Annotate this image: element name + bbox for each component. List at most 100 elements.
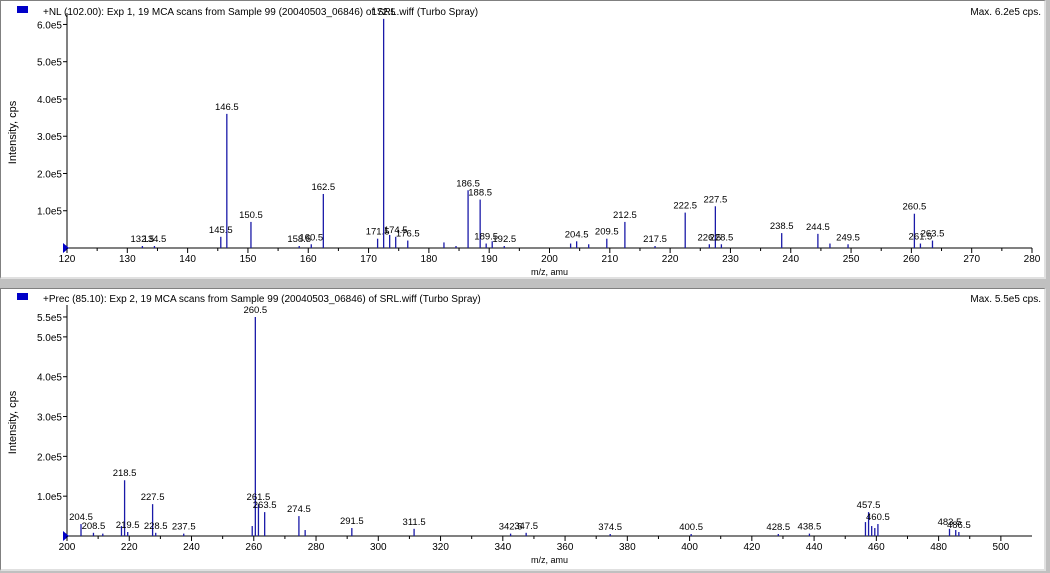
x-tick-label: 500	[993, 542, 1010, 553]
x-tick-label: 420	[743, 542, 760, 553]
peak-label: 160.5	[299, 232, 323, 243]
x-tick-label: 280	[1024, 254, 1041, 265]
x-axis-label: m/z, amu	[531, 267, 568, 277]
peak-label: 260.5	[903, 202, 927, 213]
peak-label: 263.5	[921, 229, 945, 240]
peak-label: 260.5	[243, 305, 267, 316]
y-tick-label: 5.0e5	[37, 58, 62, 69]
peak-label: 249.5	[836, 232, 860, 243]
x-tick-label: 170	[360, 254, 377, 265]
peak-label: 212.5	[613, 210, 637, 221]
peak-label: 226.5	[697, 232, 721, 243]
origin-marker-icon	[63, 243, 69, 253]
peak-label: 342.5	[499, 522, 523, 533]
y-tick-label: 4.0e5	[37, 373, 62, 384]
x-tick-label: 220	[662, 254, 679, 265]
peak-label: 228.5	[144, 521, 168, 532]
y-tick-label: 5.0e5	[37, 333, 62, 344]
peak-label: 174.5	[384, 225, 408, 236]
y-tick-label: 2.0e5	[37, 452, 62, 463]
x-tick-label: 340	[494, 542, 511, 553]
peak-label: 204.5	[565, 229, 589, 240]
x-axis-label: m/z, amu	[531, 555, 568, 565]
peak-label: 222.5	[673, 201, 697, 212]
peak-label: 217.5	[643, 234, 667, 245]
peak-label: 192.5	[492, 234, 516, 245]
panel-marker-icon	[17, 293, 28, 300]
peak-label: 171.5	[366, 227, 390, 238]
y-axis-label: Intensity, cps	[7, 100, 19, 164]
peak-label: 227.5	[141, 492, 165, 503]
x-tick-label: 280	[308, 542, 325, 553]
y-tick-label: 3.0e5	[37, 413, 62, 424]
peak-label: 204.5	[69, 512, 93, 523]
peak-label: 146.5	[215, 102, 239, 113]
x-tick-label: 130	[119, 254, 136, 265]
peak-label: 457.5	[857, 500, 881, 511]
x-tick-label: 260	[245, 542, 262, 553]
peak-label: 274.5	[287, 504, 311, 515]
max-intensity-label: Max. 5.5e5 cps.	[970, 294, 1041, 305]
peak-label: 483.5	[938, 517, 962, 528]
x-tick-label: 320	[432, 542, 449, 553]
peak-label: 208.5	[82, 521, 106, 532]
peak-label: 186.5	[456, 178, 480, 189]
x-tick-label: 300	[370, 542, 387, 553]
x-tick-label: 120	[59, 254, 76, 265]
peak-label: 158.5	[287, 234, 311, 245]
peak-label: 400.5	[679, 522, 703, 533]
origin-marker-icon	[63, 531, 69, 541]
peak-label: 374.5	[598, 522, 622, 533]
peak-label: 189.5	[474, 232, 498, 243]
peak-label: 219.5	[116, 520, 140, 531]
spectrum-chart-top[interactable]: +NL (102.00): Exp 1, 19 MCA scans from S…	[1, 1, 1045, 278]
x-tick-label: 210	[601, 254, 618, 265]
peak-label: 150.5	[239, 210, 263, 221]
x-tick-label: 200	[541, 254, 558, 265]
peak-label: 261.5	[909, 232, 933, 243]
panel-title: +NL (102.00): Exp 1, 19 MCA scans from S…	[43, 7, 478, 18]
spectrum-chart-bottom[interactable]: +Prec (85.10): Exp 2, 19 MCA scans from …	[1, 289, 1045, 570]
x-tick-label: 440	[806, 542, 823, 553]
peak-label: 311.5	[403, 517, 426, 528]
x-tick-label: 160	[300, 254, 317, 265]
x-tick-label: 230	[722, 254, 739, 265]
x-tick-label: 260	[903, 254, 920, 265]
x-tick-label: 250	[843, 254, 860, 265]
y-axis-label: Intensity, cps	[7, 390, 19, 454]
x-tick-label: 360	[557, 542, 574, 553]
x-tick-label: 460	[868, 542, 885, 553]
x-tick-label: 180	[421, 254, 438, 265]
peak-label: 244.5	[806, 222, 830, 233]
peak-label: 263.5	[253, 500, 277, 511]
peak-label: 176.5	[396, 229, 420, 240]
y-tick-label: 1.0e5	[37, 492, 62, 503]
y-tick-label: 3.0e5	[37, 132, 62, 143]
peak-label: 228.5	[710, 232, 734, 243]
peak-label: 486.5	[947, 520, 971, 531]
peak-label: 261.5	[247, 492, 271, 503]
x-tick-label: 240	[183, 542, 200, 553]
y-tick-label: 4.0e5	[37, 95, 62, 106]
x-tick-label: 190	[481, 254, 498, 265]
peak-label: 132.5	[131, 234, 155, 245]
peak-label: 227.5	[703, 194, 727, 205]
panel-title: +Prec (85.10): Exp 2, 19 MCA scans from …	[43, 294, 481, 305]
x-tick-label: 380	[619, 542, 636, 553]
peak-label: 428.5	[766, 522, 790, 533]
peak-label: 237.5	[172, 522, 196, 533]
peak-label: 145.5	[209, 225, 233, 236]
peak-label: 134.5	[143, 234, 167, 245]
x-tick-label: 200	[59, 542, 76, 553]
y-tick-label: 2.0e5	[37, 169, 62, 180]
y-tick-label: 6.0e5	[37, 20, 62, 31]
peak-label: 238.5	[770, 221, 794, 232]
x-tick-label: 240	[782, 254, 799, 265]
peak-label: 291.5	[340, 516, 364, 527]
y-tick-label: 5.5e5	[37, 313, 62, 324]
peak-label: 172.5	[372, 7, 396, 18]
x-tick-label: 400	[681, 542, 698, 553]
x-tick-label: 270	[963, 254, 980, 265]
x-tick-label: 150	[240, 254, 257, 265]
peak-label: 460.5	[866, 512, 890, 523]
